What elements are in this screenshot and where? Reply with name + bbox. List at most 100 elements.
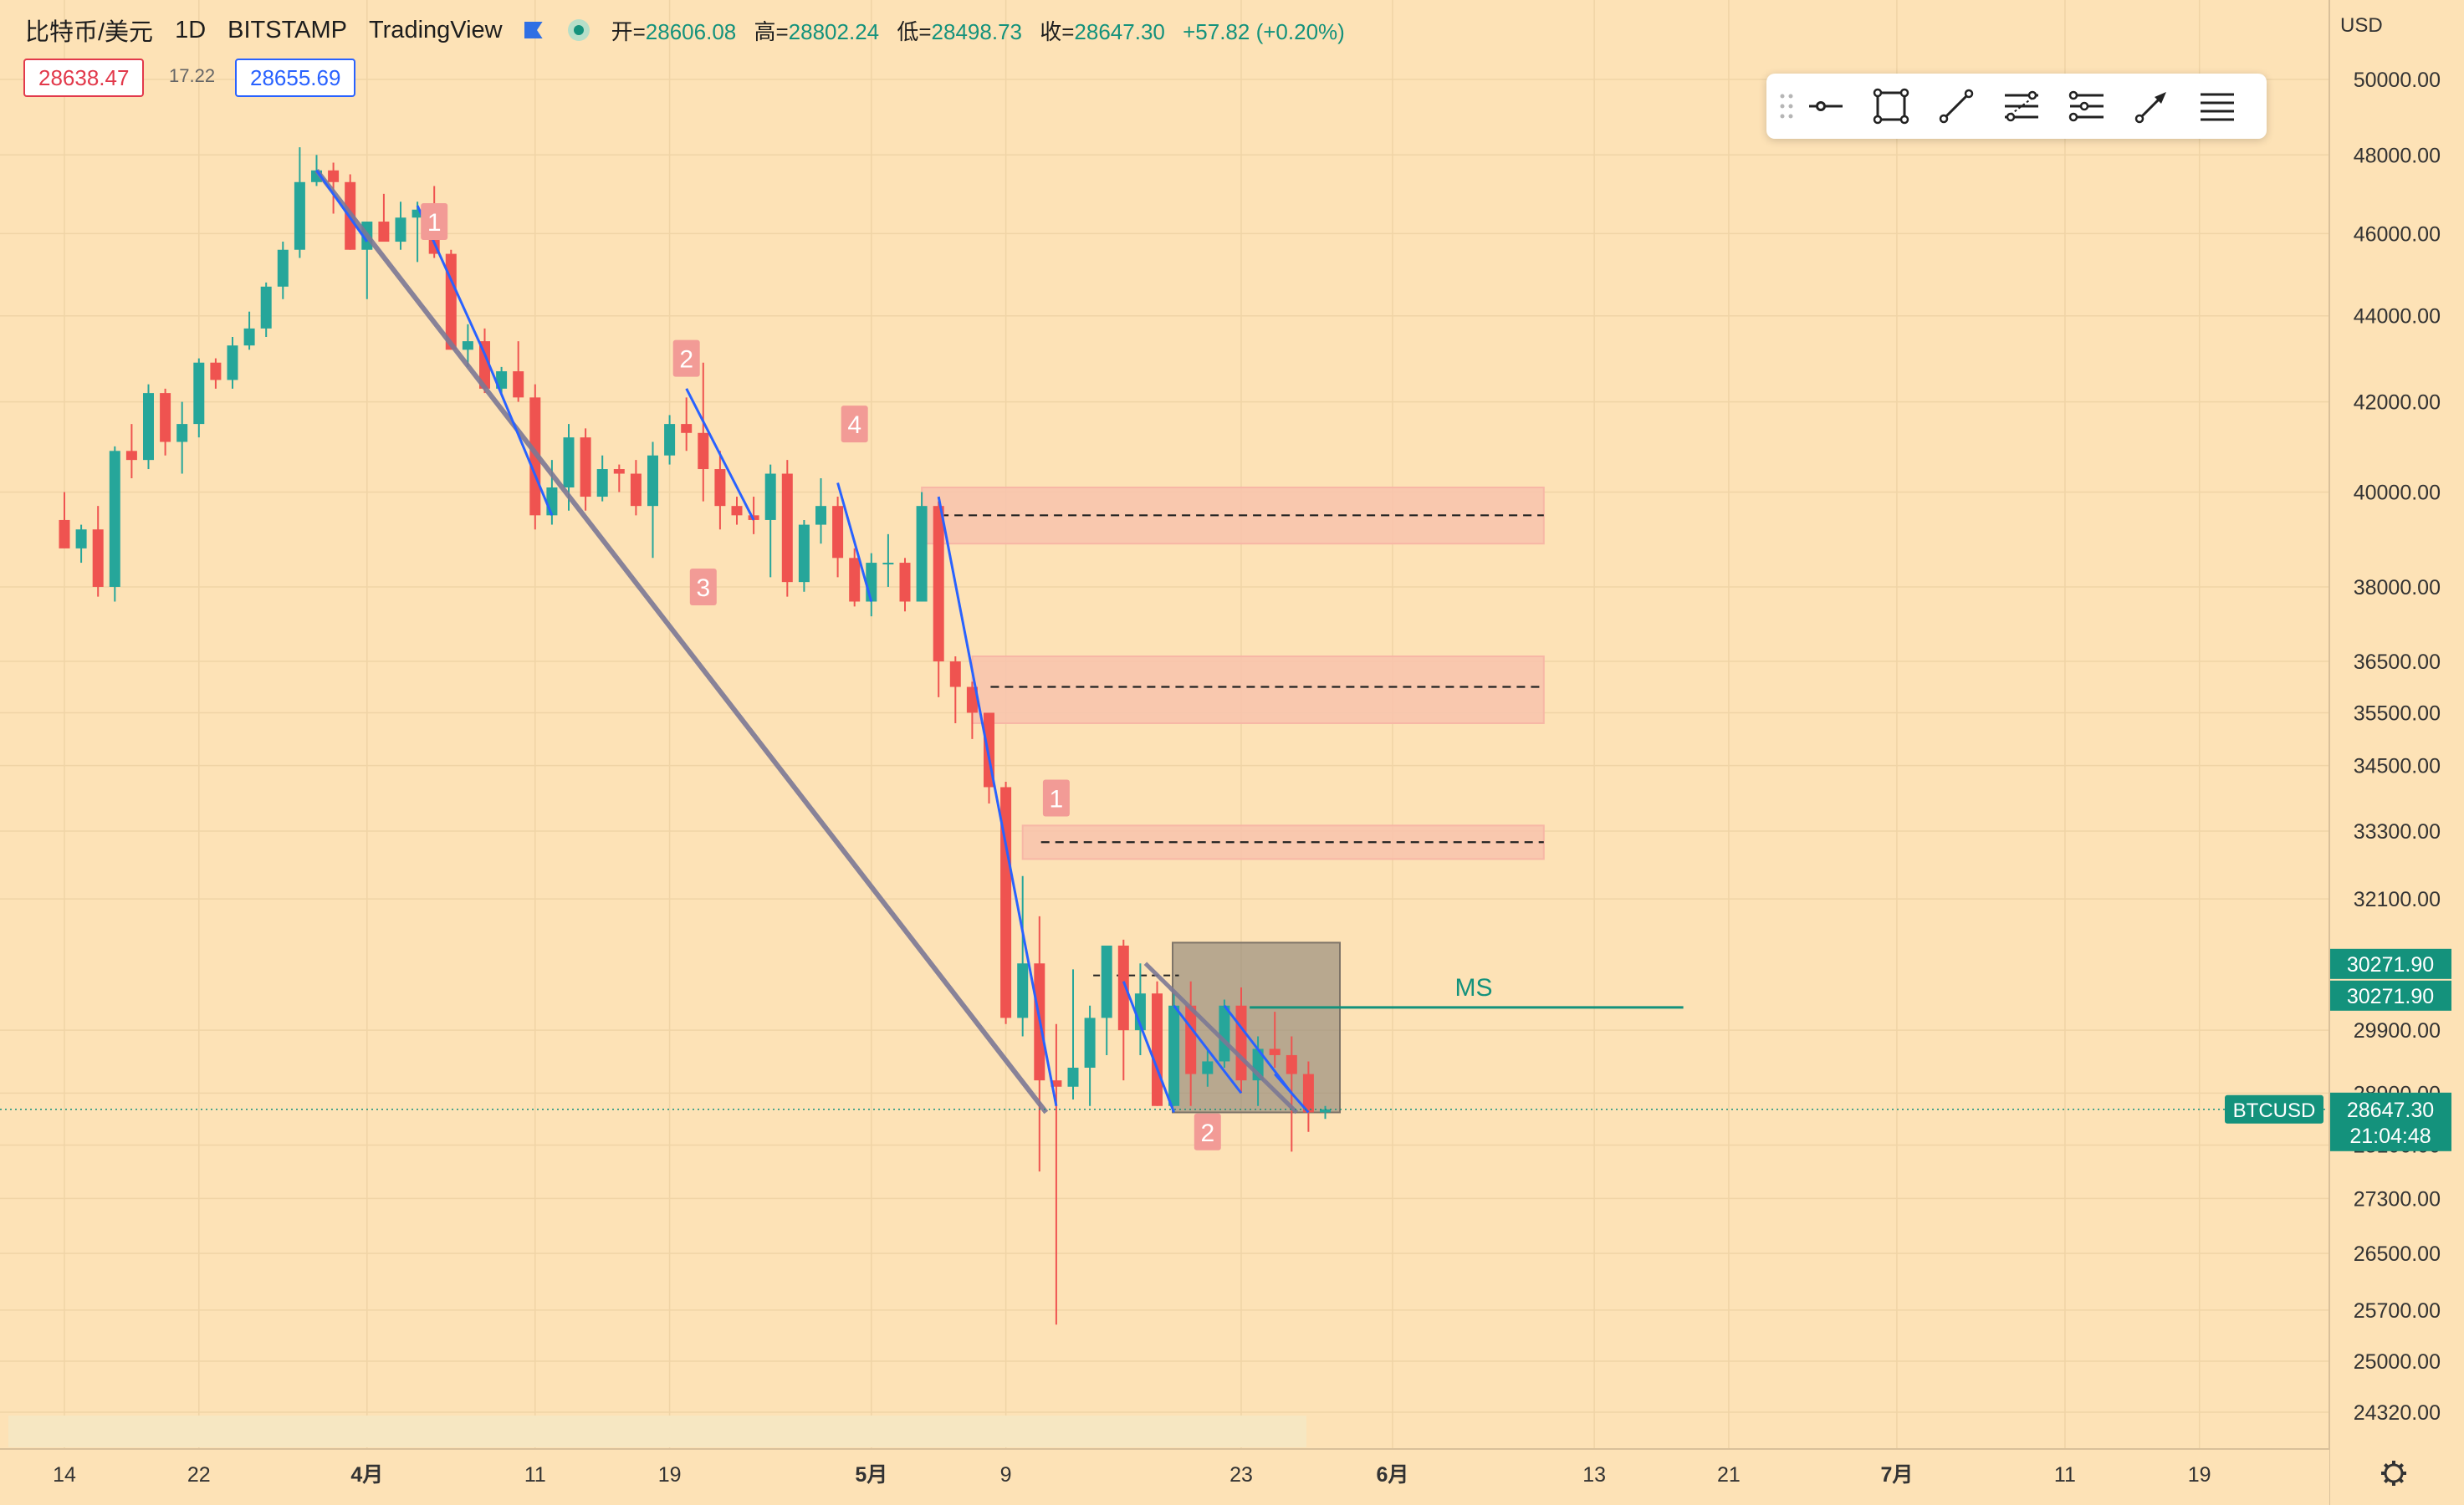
date-tick-label: 5月	[855, 1463, 887, 1487]
candle-body	[1202, 1061, 1214, 1074]
candle	[1168, 993, 1180, 1106]
candle	[160, 388, 171, 456]
candle-body	[1219, 1005, 1230, 1062]
candle	[1101, 945, 1112, 1055]
candle-body	[1152, 993, 1163, 1106]
wave-line[interactable]	[685, 388, 755, 521]
wave-line[interactable]	[836, 482, 873, 602]
candle-body	[798, 524, 810, 583]
candle-body	[966, 686, 978, 713]
wave-number-label: 1	[421, 203, 448, 241]
exchange-label: BITSTAMP	[227, 16, 348, 43]
settings-gear-icon[interactable]	[2381, 1461, 2406, 1486]
candle	[1269, 1012, 1281, 1068]
candle	[681, 397, 693, 452]
candle-body	[328, 170, 340, 182]
candle	[1219, 999, 1230, 1068]
candle-body	[445, 253, 457, 350]
candle	[1302, 1061, 1314, 1132]
symbol-name[interactable]: 比特币/美元	[25, 19, 154, 46]
candle-body	[596, 469, 608, 497]
candle-body	[109, 451, 120, 587]
candle	[59, 492, 70, 548]
candle	[92, 506, 104, 597]
wave-number-bg	[841, 406, 868, 443]
symbol-header: 比特币/美元 1D BITSTAMP TradingView 开=28606.0…	[25, 12, 1345, 48]
wave-line[interactable]	[483, 353, 554, 516]
candle	[1202, 1048, 1214, 1087]
candle	[513, 341, 524, 402]
date-tick-label: 11	[524, 1463, 546, 1487]
arrow-icon[interactable]	[2129, 84, 2175, 129]
price-tick-label: 36500.00	[2354, 650, 2441, 674]
candle	[176, 401, 188, 474]
candle	[596, 455, 608, 502]
date-tick-label: 21	[1717, 1463, 1741, 1487]
wave-number: 1	[427, 209, 442, 237]
pitchfork-icon[interactable]	[2064, 84, 2109, 129]
symbol-tag-text: BTCUSD	[2233, 1099, 2316, 1122]
candle	[277, 242, 289, 299]
wave-line[interactable]	[315, 169, 369, 242]
rectangle-icon[interactable]	[1868, 84, 1914, 129]
price-tick-label: 35500.00	[2354, 701, 2441, 725]
candle-body	[1185, 1005, 1197, 1074]
fib-retracement-icon[interactable]	[1999, 84, 2044, 129]
high-label: 高=	[754, 18, 789, 44]
candle-body	[227, 345, 238, 380]
flag-icon[interactable]	[524, 22, 543, 38]
change-value: +57.82 (+0.20%)	[1183, 18, 1345, 44]
supply-zone[interactable]	[971, 655, 1545, 724]
wave-line[interactable]	[937, 496, 1058, 1107]
trend-line-icon[interactable]	[1934, 84, 1979, 129]
price-tick-label: 40000.00	[2354, 482, 2441, 505]
candle-body	[731, 506, 743, 516]
price-tick-label: 33300.00	[2354, 820, 2441, 844]
wave-number-bg	[421, 203, 448, 241]
secondary-trend-line[interactable]	[1143, 962, 1299, 1115]
candle	[125, 424, 137, 478]
supply-zones[interactable]	[921, 486, 1545, 1114]
candle-body	[563, 437, 575, 487]
date-tick-label: 13	[1582, 1463, 1606, 1487]
sell-price-button[interactable]: 28638.47	[23, 59, 145, 97]
candle-body	[260, 286, 272, 329]
wave-line[interactable]	[1274, 1073, 1310, 1114]
candle-body	[866, 563, 877, 602]
candle-body	[714, 469, 726, 507]
candle	[1117, 939, 1129, 1081]
gear-tooth	[2383, 1462, 2390, 1469]
main-trend-line[interactable]	[314, 168, 1049, 1115]
wave-line[interactable]	[1173, 1004, 1243, 1094]
candle	[949, 656, 961, 723]
candle	[798, 519, 810, 592]
price-tick-label: 25700.00	[2354, 1299, 2441, 1323]
candle	[630, 460, 642, 516]
open-label: 开=	[611, 18, 646, 44]
wave-number-label: 1	[1042, 779, 1070, 817]
drawing-toolbar	[1766, 74, 2267, 139]
consolidation-box[interactable]	[1172, 941, 1341, 1114]
drag-handle-icon[interactable]	[1778, 92, 1795, 120]
buy-price-button[interactable]: 28655.69	[235, 59, 356, 97]
spread-value: 17.22	[169, 65, 216, 86]
wave-line[interactable]	[1122, 981, 1175, 1114]
drawing-overlays[interactable]: MS	[0, 168, 2329, 1115]
candle	[1320, 1105, 1331, 1120]
gear-tooth	[2398, 1477, 2405, 1484]
candle	[899, 558, 911, 612]
candle-body	[613, 469, 625, 474]
parallel-lines-icon[interactable]	[2195, 84, 2240, 129]
candle	[1152, 981, 1163, 1106]
candle-body	[496, 371, 508, 389]
interval-label[interactable]: 1D	[175, 16, 207, 43]
candle-body	[395, 217, 406, 242]
horizontal-ray-icon[interactable]	[1803, 84, 1848, 129]
grid	[0, 0, 2329, 1449]
price-tick-label: 32100.00	[2354, 888, 2441, 911]
scroll-range-bar[interactable]	[8, 1416, 1306, 1447]
price-tick-label: 48000.00	[2354, 144, 2441, 167]
